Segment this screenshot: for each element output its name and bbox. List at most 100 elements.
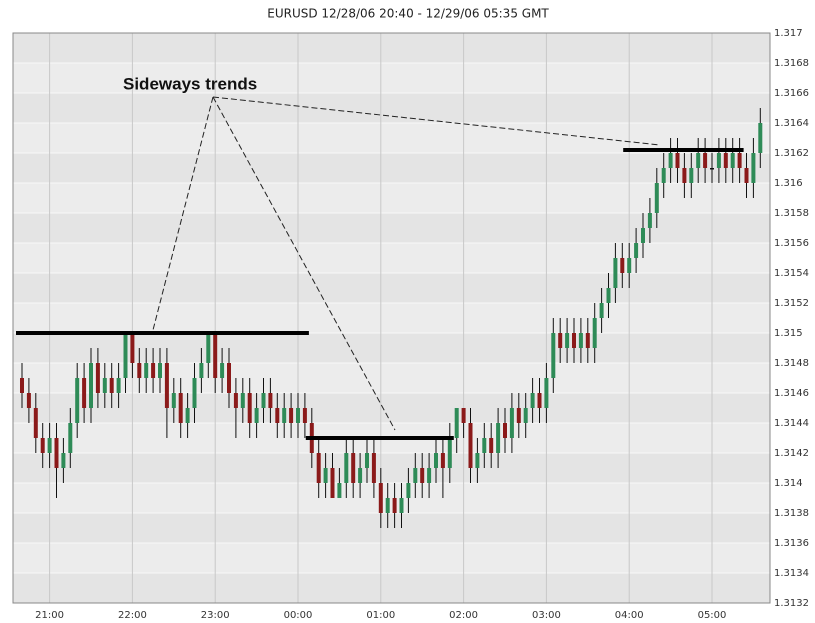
candle-body [151, 363, 156, 378]
band [13, 93, 770, 123]
candle-body [344, 453, 349, 483]
candle-body [578, 333, 583, 348]
candle-body [537, 393, 542, 408]
y-tick-label: 1.3152 [774, 298, 809, 309]
candle-body [572, 333, 576, 348]
candle-body [137, 363, 142, 378]
candle-body [158, 363, 162, 378]
candle-body [613, 258, 618, 288]
candle-body [592, 318, 597, 348]
candle-body [116, 378, 121, 393]
candle-body [199, 363, 204, 378]
candle-body [371, 453, 376, 483]
annotation-pointers [152, 96, 661, 431]
candle-body [668, 153, 673, 168]
candle-body [737, 153, 742, 168]
y-tick-label: 1.3164 [774, 118, 809, 129]
band [13, 153, 770, 183]
y-tick-label: 1.3132 [774, 598, 809, 609]
candle-body [109, 378, 114, 393]
candle-body [399, 498, 404, 513]
candle-body [544, 378, 549, 408]
band [13, 33, 770, 63]
y-tick-label: 1.3144 [774, 418, 809, 429]
candle-body [33, 408, 38, 438]
y-tick-label: 1.315 [774, 328, 803, 339]
candle-body [26, 393, 31, 408]
y-tick-label: 1.3168 [774, 58, 809, 69]
y-tick-label: 1.3162 [774, 148, 809, 159]
candle-body [420, 468, 425, 483]
candle-body [89, 363, 93, 408]
candle-body [710, 168, 714, 170]
candle-body [434, 453, 438, 468]
candle-body [220, 363, 225, 378]
candle-body [620, 258, 625, 273]
candle-body [20, 378, 24, 393]
candle-body [82, 378, 87, 408]
candle-body [240, 393, 245, 408]
candle-body [751, 153, 756, 183]
candles [20, 108, 763, 528]
candle-body [351, 453, 356, 483]
candle-body [661, 168, 666, 183]
y-tick-label: 1.3156 [774, 238, 809, 249]
candle-body [675, 153, 680, 168]
candle-body [427, 468, 432, 483]
candle-body [378, 483, 383, 513]
candle-body [716, 153, 721, 168]
candle-body [61, 453, 66, 468]
candle-body [95, 363, 100, 393]
candle-body [68, 423, 73, 453]
band [13, 573, 770, 603]
levels [16, 148, 744, 440]
candle-body [585, 333, 590, 348]
pointer [212, 96, 661, 146]
y-tick-label: 1.3154 [774, 268, 809, 279]
y-tick-label: 1.3146 [774, 388, 809, 399]
candle-body [358, 468, 363, 483]
candle-body [454, 408, 459, 438]
candle-body [144, 363, 149, 378]
candle-body [233, 393, 238, 408]
x-tick-label: 05:00 [698, 610, 727, 621]
candle-body [689, 168, 694, 183]
candle-body [247, 393, 252, 423]
candle-body [482, 438, 487, 453]
candle-body [40, 438, 45, 453]
candle-body [723, 153, 728, 168]
x-tick-label: 02:00 [449, 610, 478, 621]
candle-body [330, 468, 335, 498]
candle-body [365, 453, 369, 468]
y-tick-label: 1.317 [774, 28, 803, 39]
plot-frame [12, 32, 771, 604]
candle-body [323, 468, 328, 483]
x-tick-label: 00:00 [284, 610, 313, 621]
candle-body [599, 303, 604, 318]
candle-body [213, 333, 218, 378]
band [13, 453, 770, 483]
candle-body [164, 363, 169, 408]
candle-body [192, 378, 197, 408]
candle-body [316, 453, 321, 483]
candle-body [682, 168, 687, 183]
x-tick-label: 22:00 [118, 610, 147, 621]
y-tick-label: 1.3158 [774, 208, 809, 219]
candle-body [102, 378, 107, 393]
candle-body [254, 408, 259, 423]
candle-body [634, 243, 639, 258]
candle-body [489, 438, 494, 453]
candle-body [185, 408, 190, 423]
band [13, 483, 770, 513]
candle-body [758, 123, 763, 153]
candle-body [503, 423, 507, 438]
y-tick-label: 1.3138 [774, 508, 809, 519]
axis-labels: 1.3132 1.3134 1.3136 1.3138 1.314 1.3142 1.314… [35, 28, 809, 621]
candle-body [696, 153, 701, 168]
candle-body [227, 363, 231, 393]
candle-body [385, 498, 390, 513]
y-tick-label: 1.316 [774, 178, 803, 189]
candle-body [509, 408, 514, 438]
candle-body [123, 333, 128, 378]
